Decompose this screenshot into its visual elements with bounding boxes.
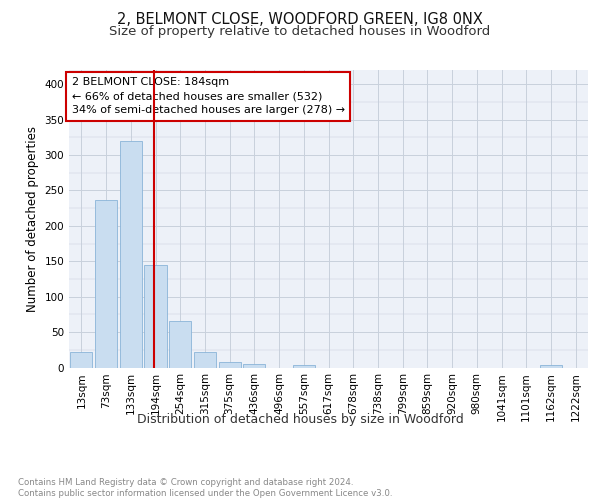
- Bar: [119, 141, 142, 368]
- Text: Size of property relative to detached houses in Woodford: Size of property relative to detached ho…: [109, 25, 491, 38]
- Bar: [194, 352, 216, 368]
- Text: Distribution of detached houses by size in Woodford: Distribution of detached houses by size …: [137, 412, 463, 426]
- Bar: [293, 364, 315, 368]
- Text: Contains HM Land Registry data © Crown copyright and database right 2024.
Contai: Contains HM Land Registry data © Crown c…: [18, 478, 392, 498]
- Bar: [145, 265, 167, 368]
- Y-axis label: Number of detached properties: Number of detached properties: [26, 126, 39, 312]
- Bar: [243, 364, 265, 368]
- Bar: [218, 362, 241, 368]
- Text: 2 BELMONT CLOSE: 184sqm
← 66% of detached houses are smaller (532)
34% of semi-d: 2 BELMONT CLOSE: 184sqm ← 66% of detache…: [71, 78, 345, 116]
- Text: 2, BELMONT CLOSE, WOODFORD GREEN, IG8 0NX: 2, BELMONT CLOSE, WOODFORD GREEN, IG8 0N…: [117, 12, 483, 28]
- Bar: [95, 200, 117, 368]
- Bar: [169, 322, 191, 368]
- Bar: [540, 364, 562, 368]
- Bar: [70, 352, 92, 368]
